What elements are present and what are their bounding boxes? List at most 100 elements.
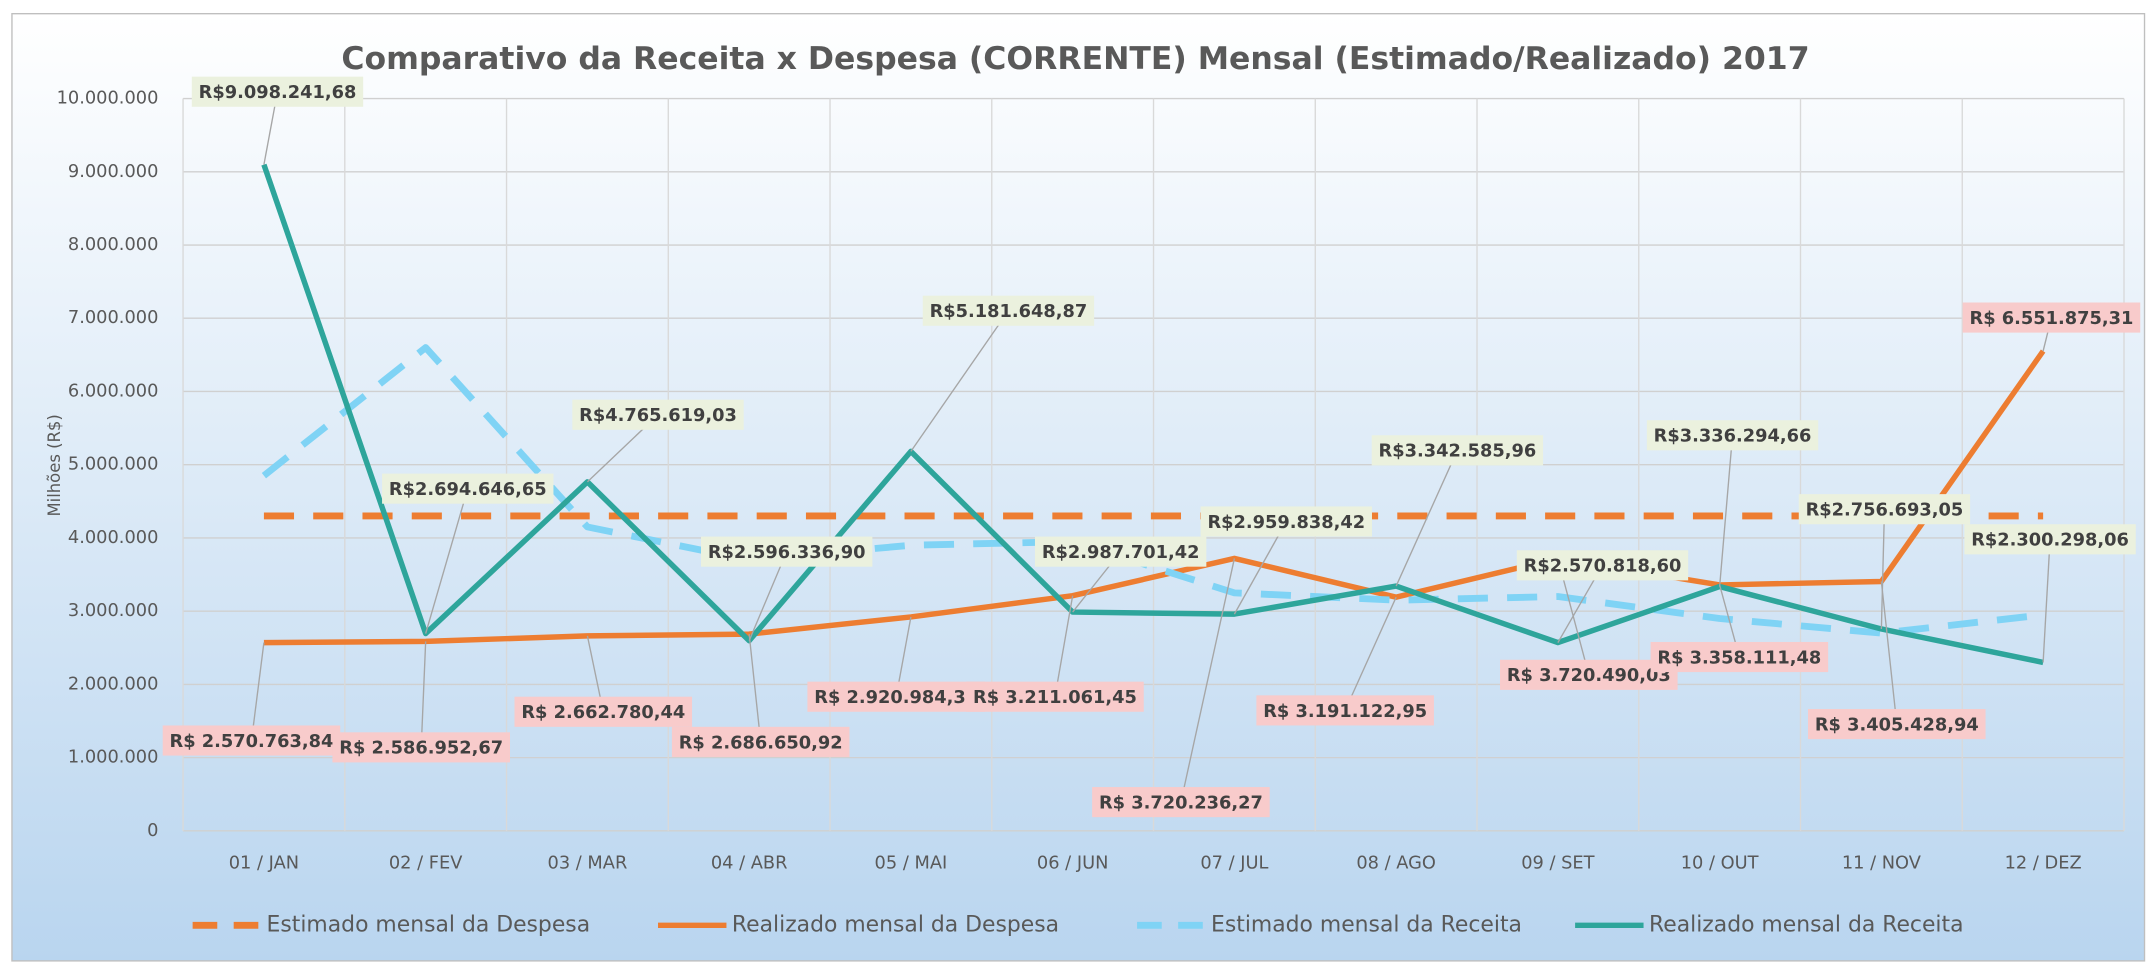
x-tick-label: 03 / MAR <box>548 853 628 874</box>
y-tick-label: 10.000.000 <box>57 88 159 109</box>
leader-line <box>1395 450 1459 587</box>
data-label: R$2.570.818,60 <box>1524 556 1682 577</box>
data-label-background <box>1200 506 1372 537</box>
data-label-background <box>191 76 364 107</box>
leader-line <box>1718 435 1734 587</box>
x-tick-label: 08 / AGO <box>1356 853 1436 874</box>
series-line <box>261 163 2044 666</box>
data-label: R$ 3.720.490,03 <box>1507 665 1671 686</box>
data-label: R$ 3.211.061,45 <box>973 687 1137 708</box>
data-label-group: R$3.336.294,66 <box>1646 420 1819 451</box>
data-label: R$ 6.551.875,31 <box>1970 308 2134 329</box>
legend-label: Estimado mensal da Receita <box>1211 912 1522 937</box>
data-label-group: R$3.342.585,96 <box>1371 435 1544 466</box>
data-label-background <box>1798 494 1971 525</box>
data-label: R$2.694.646,65 <box>389 479 547 500</box>
data-label-group: R$4.765.619,03 <box>572 399 744 430</box>
data-label-background <box>1650 641 1829 673</box>
data-label-background <box>1807 709 1986 740</box>
x-tick-label: 12 / DEZ <box>2005 853 2082 874</box>
series-line <box>261 344 2044 637</box>
data-label-group: R$ 3.211.061,45 <box>966 681 1144 712</box>
data-label: R$ 2.570.763,84 <box>170 731 334 752</box>
data-label-background <box>807 681 985 712</box>
data-label: R$2.959.838,42 <box>1207 512 1365 533</box>
data-label-background <box>162 725 341 756</box>
leader-line <box>250 642 265 741</box>
leader-line <box>2042 539 2051 663</box>
leader-line <box>910 310 1009 452</box>
data-label-group: R$ 3.358.111,48 <box>1650 641 1829 673</box>
data-label-background <box>1034 536 1207 567</box>
y-tick-label: 9.000.000 <box>68 161 159 182</box>
data-label-group: R$2.694.646,65 <box>382 473 554 504</box>
x-tick-label: 05 / MAI <box>875 853 948 874</box>
x-tick-label: 10 / OUT <box>1681 853 1759 874</box>
data-label-group: R$ 2.586.952,67 <box>332 732 510 763</box>
y-tick-label: 3.000.000 <box>68 600 159 621</box>
data-label-group: R$9.098.241,68 <box>191 76 364 107</box>
data-label: R$3.342.585,96 <box>1379 441 1537 462</box>
data-label-group: R$2.570.818,60 <box>1516 550 1689 581</box>
data-label: R$ 2.686.650,92 <box>679 732 843 753</box>
data-label: R$4.765.619,03 <box>579 405 737 426</box>
data-label-background <box>1964 524 2136 555</box>
legend-label: Estimado mensal da Despesa <box>267 912 591 937</box>
x-tick-label: 01 / JAN <box>229 853 299 874</box>
data-label-background <box>1962 302 2141 333</box>
leader-line <box>1880 581 1898 725</box>
y-tick-label: 8.000.000 <box>68 234 159 255</box>
leader-line <box>1344 596 1397 711</box>
data-label-group: R$ 2.686.650,92 <box>671 726 850 757</box>
data-label-group: R$2.596.336,90 <box>700 536 873 567</box>
y-axis-label: Milhões (R$) <box>45 414 64 516</box>
data-label-group: R$ 2.662.780,44 <box>514 696 693 727</box>
data-label: R$ 3.358.111,48 <box>1657 647 1821 668</box>
y-tick-label: 4.000.000 <box>68 527 159 548</box>
y-tick-label: 0 <box>147 820 158 841</box>
data-label-group: R$ 6.551.875,31 <box>1962 302 2141 333</box>
data-label: R$ 3.720.236,27 <box>1099 792 1263 813</box>
data-label-group: R$2.300.298,06 <box>1964 524 2136 555</box>
data-label-background <box>514 696 693 727</box>
data-label-background <box>700 536 873 567</box>
data-label: R$ 3.191.122,95 <box>1263 701 1427 722</box>
leader-line <box>420 641 427 748</box>
data-label-background <box>1646 420 1819 451</box>
leader-line <box>1233 521 1287 615</box>
data-label: R$3.336.294,66 <box>1654 426 1812 447</box>
data-label-group: R$ 3.191.122,95 <box>1256 695 1434 726</box>
y-tick-label: 1.000.000 <box>68 747 159 768</box>
data-label-group: R$ 2.570.763,84 <box>162 725 341 756</box>
data-label: R$ 2.920.984,30 <box>814 687 978 708</box>
data-label: R$5.181.648,87 <box>930 301 1088 322</box>
data-label-background <box>671 726 850 757</box>
data-label-background <box>1500 659 1678 690</box>
y-tick-label: 7.000.000 <box>68 307 159 328</box>
x-tick-label: 02 / FEV <box>389 853 463 874</box>
leader-line <box>1880 509 1886 630</box>
y-tick-label: 6.000.000 <box>68 380 159 401</box>
data-label-background <box>922 295 1095 326</box>
chart-background <box>11 13 2146 962</box>
data-label: R$2.987.701,42 <box>1042 542 1200 563</box>
x-tick-label: 07 / JUL <box>1200 853 1268 874</box>
x-tick-label: 11 / NOV <box>1842 853 1922 874</box>
legend-label: Realizado mensal da Receita <box>1649 912 1964 937</box>
y-tick-label: 2.000.000 <box>68 673 159 694</box>
x-tick-label: 04 / ABR <box>711 853 788 874</box>
data-label-group: R$ 3.720.236,27 <box>1092 787 1270 818</box>
data-label-group: R$2.987.701,42 <box>1034 536 1207 567</box>
data-label-background <box>1092 787 1270 818</box>
data-label-background <box>332 732 510 763</box>
leader-line <box>425 488 469 634</box>
data-label: R$2.596.336,90 <box>708 542 866 563</box>
data-label-background <box>1256 695 1434 726</box>
data-label: R$9.098.241,68 <box>199 82 357 103</box>
x-tick-label: 09 / SET <box>1521 853 1594 874</box>
x-tick-label: 06 / JUN <box>1037 853 1108 874</box>
leader-line <box>1054 595 1074 697</box>
leader-line <box>1180 558 1236 803</box>
data-label-group: R$ 2.920.984,30 <box>807 681 985 712</box>
